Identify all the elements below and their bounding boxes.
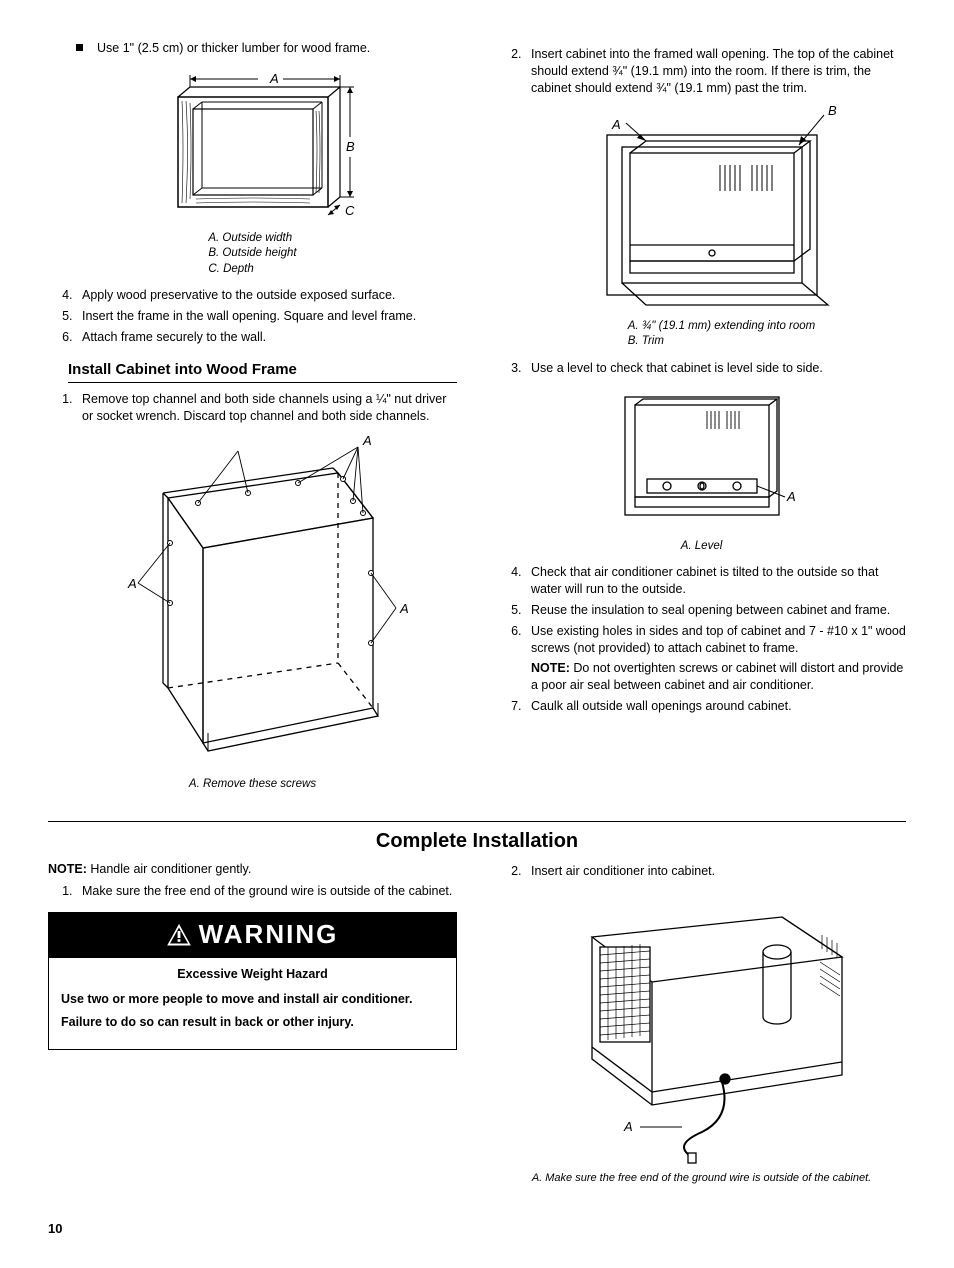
warning-header: WARNING	[49, 913, 456, 958]
right-step-2: Insert cabinet into the framed wall open…	[531, 47, 894, 95]
page-number: 10	[48, 1220, 906, 1238]
fig2-label-a1: A	[362, 433, 372, 448]
fig3-caption: A. ¾" (19.1 mm) extending into room B. T…	[628, 319, 816, 350]
step-5: Insert the frame in the wall opening. Sq…	[82, 309, 416, 323]
step-6: Attach frame securely to the wall.	[82, 330, 266, 344]
fig3-cap-b: B. Trim	[628, 335, 664, 347]
warning-line1: Use two or more people to move and insta…	[61, 991, 444, 1008]
right-steps-2: ​Insert cabinet into the framed wall ope…	[497, 46, 906, 97]
left-column: Use 1" (2.5 cm) or thicker lumber for wo…	[48, 40, 457, 803]
step6-note: NOTE: Do not overtighten screws or cabin…	[531, 660, 906, 694]
svg-text:B: B	[346, 139, 355, 154]
svg-text:A: A	[269, 71, 279, 86]
right-step-5: Reuse the insulation to seal opening bet…	[531, 603, 890, 617]
warning-body: Excessive Weight Hazard Use two or more …	[49, 958, 456, 1049]
svg-text:A: A	[786, 489, 796, 504]
complete-right: ​Insert air conditioner into cabinet.	[497, 857, 906, 1197]
warning-hazard: Excessive Weight Hazard	[61, 966, 444, 983]
warning-line2: Failure to do so can result in back or o…	[61, 1014, 444, 1031]
top-columns: Use 1" (2.5 cm) or thicker lumber for wo…	[48, 40, 906, 803]
right-step-3: Use a level to check that cabinet is lev…	[531, 361, 823, 375]
complete-note: NOTE: Handle air conditioner gently.	[48, 861, 457, 878]
right-steps-4-7: ​Check that air conditioner cabinet is t…	[497, 564, 906, 715]
complete-step-2: Insert air conditioner into cabinet.	[531, 864, 715, 878]
right-step-4: Check that air conditioner cabinet is ti…	[531, 565, 878, 596]
square-bullet-icon	[76, 44, 83, 51]
complete-columns: NOTE: Handle air conditioner gently. ​Ma…	[48, 857, 906, 1197]
fig5-caption: A. Make sure the free end of the ground …	[497, 1171, 906, 1186]
bullet-lumber: Use 1" (2.5 cm) or thicker lumber for wo…	[76, 40, 457, 57]
fig2-label-a3: A	[399, 601, 409, 616]
complete-left: NOTE: Handle air conditioner gently. ​Ma…	[48, 857, 457, 1197]
right-steps-3: ​Use a level to check that cabinet is le…	[497, 360, 906, 377]
install-steps: ​Remove top channel and both side channe…	[48, 391, 457, 425]
figure-cabinet-channels: A A A A. Remove these screws	[48, 433, 457, 793]
fig3-cap-a: A. ¾" (19.1 mm) extending into room	[628, 320, 816, 332]
right-column: ​Insert cabinet into the framed wall ope…	[497, 40, 906, 803]
step-4: Apply wood preservative to the outside e…	[82, 288, 395, 302]
fig1-cap-a: A. Outside width	[208, 232, 292, 244]
complete-step-1: Make sure the free end of the ground wir…	[82, 884, 452, 898]
figure-cabinet-wall: A B A. ¾" (19.1 mm) extending into room …	[497, 105, 906, 350]
fig1-cap-c: C. Depth	[208, 263, 253, 275]
install-cabinet-subhead: Install Cabinet into Wood Frame	[68, 360, 457, 383]
right-step-6: Use existing holes in sides and top of c…	[531, 624, 906, 655]
complete-installation-title: Complete Installation	[48, 828, 906, 855]
figure-wood-frame: A B C A. Outside width B. Outside height…	[48, 67, 457, 278]
svg-text:A: A	[623, 1119, 633, 1134]
complete-left-steps: ​Make sure the free end of the ground wi…	[48, 883, 457, 900]
fig1-caption: A. Outside width B. Outside height C. De…	[208, 231, 296, 278]
svg-text:A: A	[611, 117, 621, 132]
fig2-caption: A. Remove these screws	[48, 777, 457, 793]
steps-4-6: ​Apply wood preservative to the outside …	[48, 287, 457, 346]
warning-triangle-icon	[167, 924, 191, 946]
fig4-caption: A. Level	[497, 539, 906, 555]
install-step-1: Remove top channel and both side channel…	[82, 392, 446, 423]
complete-right-steps: ​Insert air conditioner into cabinet.	[497, 863, 906, 880]
figure-ac-unit: A A. Make sure the free end of the groun…	[497, 887, 906, 1186]
right-step-7: Caulk all outside wall openings around c…	[531, 699, 792, 713]
svg-text:B: B	[828, 105, 837, 118]
section-divider	[48, 821, 906, 822]
fig1-cap-b: B. Outside height	[208, 247, 296, 259]
warning-box: WARNING Excessive Weight Hazard Use two …	[48, 912, 457, 1050]
bullet-text: Use 1" (2.5 cm) or thicker lumber for wo…	[97, 40, 370, 57]
figure-level: A A. Level	[497, 385, 906, 555]
warning-header-text: WARNING	[199, 917, 339, 952]
svg-text:C: C	[345, 203, 355, 218]
fig2-label-a2: A	[127, 576, 137, 591]
